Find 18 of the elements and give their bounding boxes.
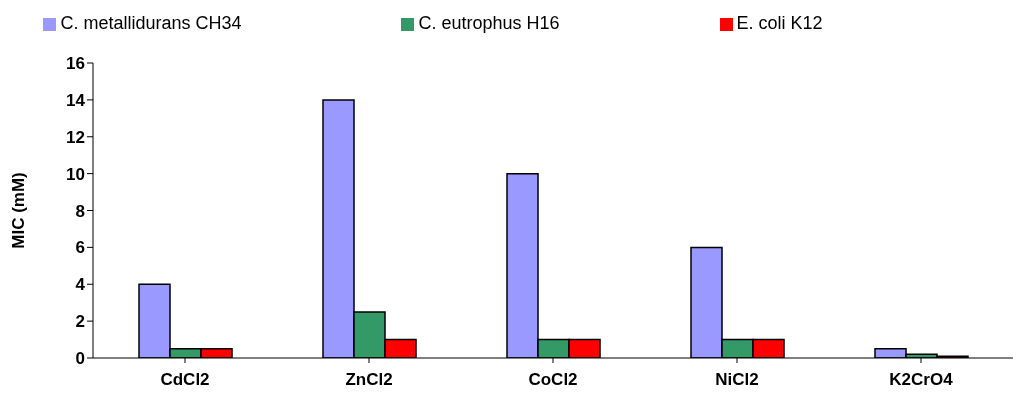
y-tick-label: 2 [75, 312, 85, 332]
y-tick-label: 0 [75, 349, 85, 369]
y-tick-label: 16 [66, 54, 85, 74]
y-tick-label: 12 [66, 127, 85, 147]
x-tick-label: ZnCl2 [345, 370, 393, 390]
x-tick-label: CdCl2 [160, 370, 210, 390]
legend-label: C. eutrophus H16 [418, 13, 560, 33]
y-tick-label: 4 [75, 275, 86, 295]
y-tick-label: 6 [75, 238, 85, 258]
legend-label: E. coli K12 [736, 13, 823, 33]
y-tick-label: 8 [75, 201, 85, 221]
x-tick-label: K2CrO4 [889, 370, 954, 390]
y-tick-label: 14 [66, 90, 86, 110]
legend-label: C. metallidurans CH34 [60, 13, 242, 33]
x-tick-label: NiCl2 [715, 370, 759, 390]
y-tick-label: 10 [66, 164, 85, 184]
x-tick-label: CoCl2 [528, 370, 578, 390]
y-axis-title: MIC (mM) [9, 172, 29, 249]
